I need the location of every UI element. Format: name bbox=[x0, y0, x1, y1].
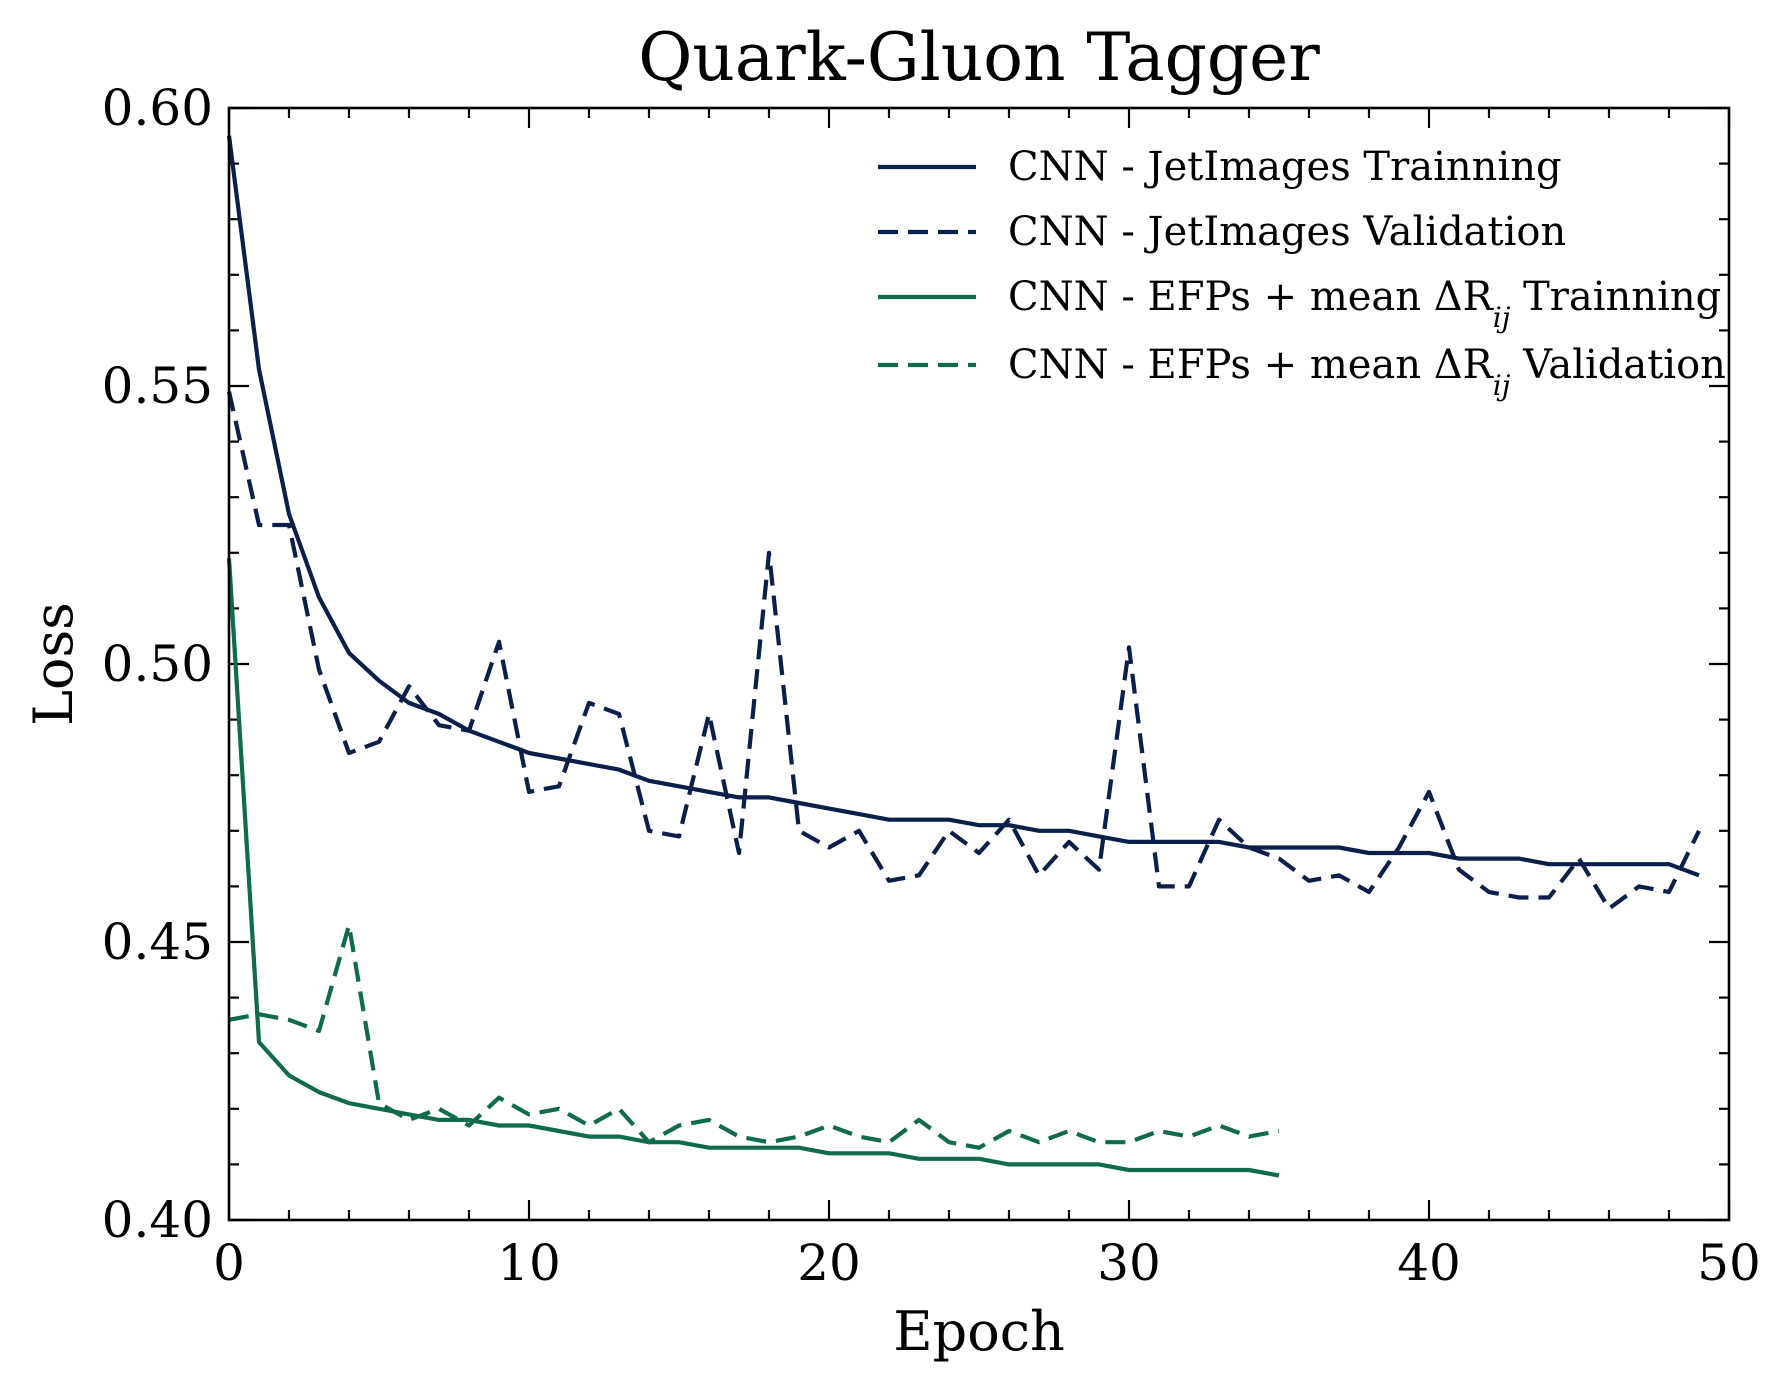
series-line-4 bbox=[228, 923, 1280, 1150]
x-axis-label: Epoch bbox=[893, 1300, 1065, 1363]
legend-label: CNN - JetImages Validation bbox=[1008, 209, 1566, 255]
y-tick-label: 0.40 bbox=[102, 1191, 213, 1249]
x-tick-label: 20 bbox=[797, 1234, 861, 1292]
y-tick-label: 0.45 bbox=[102, 913, 213, 971]
legend-label: CNN - JetImages Trainning bbox=[1008, 144, 1562, 190]
legend-label: CNN - EFPs + mean ΔRij Trainning bbox=[1008, 274, 1721, 334]
series-line-3 bbox=[226, 558, 1280, 1178]
x-tick-label: 30 bbox=[1097, 1234, 1161, 1292]
x-tick-label: 50 bbox=[1697, 1234, 1761, 1292]
x-tick-label: 10 bbox=[497, 1234, 561, 1292]
y-tick-label: 0.50 bbox=[102, 635, 213, 693]
x-tick-label: 0 bbox=[213, 1234, 245, 1292]
y-axis-label: Loss bbox=[22, 602, 85, 726]
series-lines bbox=[226, 135, 1701, 1178]
y-tick-label: 0.60 bbox=[102, 79, 213, 137]
x-tick-label: 40 bbox=[1397, 1234, 1461, 1292]
chart-title: Quark-Gluon Tagger bbox=[638, 19, 1320, 96]
tick-labels: 0 10 20 30 40 50 0.40 0.45 0.50 0.55 0.60 bbox=[102, 79, 1761, 1292]
y-tick-label: 0.55 bbox=[102, 357, 213, 415]
legend: CNN - JetImages Trainning CNN - JetImages… bbox=[878, 144, 1726, 402]
legend-label: CNN - EFPs + mean ΔRij Validation bbox=[1008, 342, 1726, 402]
series-line-2 bbox=[226, 391, 1701, 911]
plot-frame bbox=[227, 106, 1731, 1222]
